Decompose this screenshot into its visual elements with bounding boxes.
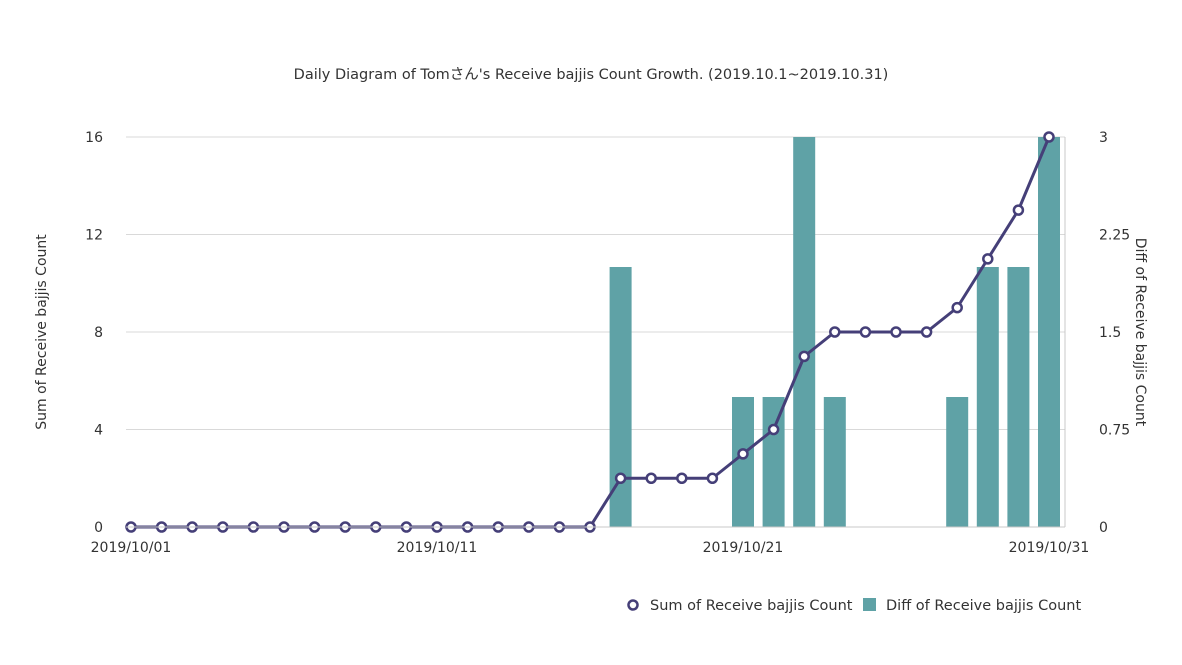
y-left-axis-title: Sum of Receive bajjis Count [34,234,50,430]
legend-sum-label: Sum of Receive bajjis Count [650,598,853,614]
line-point[interactable] [798,350,810,363]
y-left-tick-label: 4 [94,423,103,439]
line-point[interactable] [1043,131,1055,143]
x-tick-label: 2019/10/01 [91,540,172,556]
legend-item-diff[interactable]: Diff of Receive bajjis Count [863,598,1081,614]
line-point[interactable] [890,326,902,338]
bar-mark[interactable] [732,397,754,527]
line-point[interactable] [859,326,872,338]
line-point[interactable] [614,472,627,484]
line-point[interactable] [920,326,933,338]
x-tick-label: 2019/10/31 [1009,540,1090,556]
line-point[interactable] [829,326,841,338]
bar-series [609,137,1060,527]
y-right-tick-label: 0.75 [1099,423,1130,439]
bar-mark[interactable] [946,397,969,527]
line-point[interactable] [645,472,657,484]
chart-legend: Sum of Receive bajjis Count Diff of Rece… [627,598,1081,614]
legend-sum-marker [627,599,639,611]
y-right-axis-title: Diff of Receive bajjis Count [1132,238,1148,427]
y-left-tick-label: 0 [94,520,103,536]
line-point[interactable] [1012,204,1025,216]
bar-mark[interactable] [976,267,999,527]
line-point[interactable] [767,423,780,436]
line-point[interactable] [737,448,749,460]
legend-diff-swatch [863,598,876,611]
axes: 0 4 8 12 16 0 0.75 1.5 2.25 3 2019/10/01 2019/10/11… [85,130,1130,556]
bar-mark[interactable] [793,137,816,527]
y-right-tick-label: 3 [1099,130,1108,146]
x-tick-label: 2019/10/21 [703,540,784,556]
y-right-tick-label: 1.5 [1099,325,1121,341]
line-point[interactable] [706,472,719,484]
y-left-tick-label: 16 [85,130,103,146]
chart-title: Daily Diagram of Tomさん's Receive bajjis … [294,66,889,83]
legend-diff-label: Diff of Receive bajjis Count [886,598,1081,614]
bar-mark[interactable] [762,397,785,527]
line-markers [125,131,1055,533]
bar-mark[interactable] [823,397,846,527]
legend-item-sum[interactable]: Sum of Receive bajjis Count [627,598,853,614]
grid-lines [126,136,1065,430]
bar-mark[interactable] [609,267,632,527]
line-point[interactable] [676,472,688,484]
bar-mark[interactable] [1038,137,1060,527]
bar-mark[interactable] [1007,267,1030,527]
y-left-tick-label: 8 [94,325,103,341]
y-right-tick-label: 2.25 [1099,228,1130,244]
y-right-tick-label: 0 [1099,520,1108,536]
line-point[interactable] [982,253,994,265]
x-tick-label: 2019/10/11 [397,540,478,556]
y-left-tick-label: 12 [85,228,103,244]
line-point[interactable] [951,301,963,314]
